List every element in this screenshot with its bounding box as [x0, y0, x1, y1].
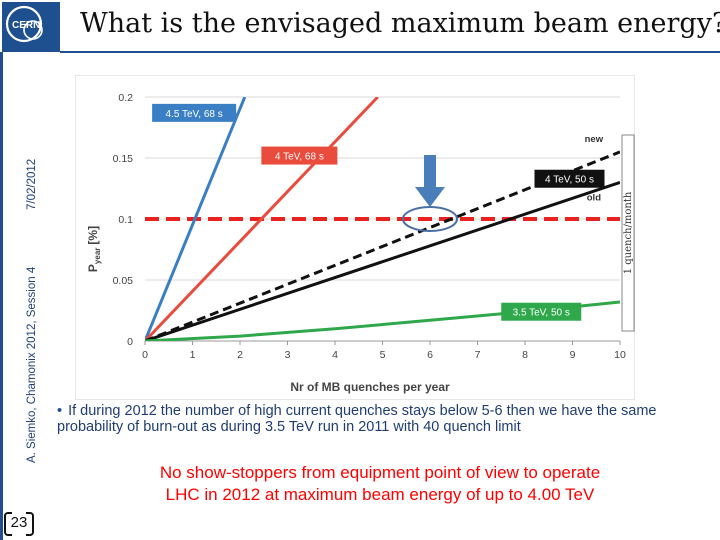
marker-ellipse: [402, 206, 458, 232]
x-tick-label: 10: [614, 349, 626, 361]
chart-frame: [74, 74, 636, 401]
chart-canvas: 0 0.05 0.1 0.15 0.2 0 1 2 3 4 5 6 7 8 9 10 4.5 TeV, 68 …: [74, 74, 636, 401]
svg-text:Pyear[%]: Pyear [%]: [86, 226, 102, 272]
series-label-text: 4 TeV, 50 s: [545, 175, 594, 186]
y-axis-label: Pyear [%]: [86, 226, 102, 272]
header-bar: CERN What is the envisaged maximum beam …: [0, 0, 720, 52]
x-axis-label: Nr of MB quenches per year: [290, 380, 450, 394]
marker-arrow-head: [415, 187, 445, 207]
x-tick-label: 0: [142, 349, 148, 361]
burnout-probability-chart: 0 0.05 0.1 0.15 0.2 0 1 2 3 4 5 6 7 8 9 10 4.5 TeV, 68 …: [74, 74, 636, 401]
conclusion-line-1: No show-stoppers from equipment point of…: [159, 463, 601, 482]
series-label-box: [534, 169, 605, 188]
y-axis-label-main: P: [86, 264, 100, 272]
series-label-box: [501, 302, 582, 321]
x-tick-label: 9: [570, 349, 576, 361]
x-tick-label: 7: [475, 349, 481, 361]
cern-logo: CERN: [2, 2, 60, 52]
page-number: 23: [4, 512, 34, 536]
y-tick-label: 0.1: [118, 214, 133, 226]
bullet-point: • If during 2012 the number of high curre…: [57, 403, 667, 435]
series-label-box: [152, 103, 237, 122]
x-tick-label: 5: [380, 349, 386, 361]
y-tick-label: 0: [127, 336, 133, 348]
reference-line-label: 1 quench/month: [623, 191, 634, 274]
reference-label-box: [621, 134, 635, 332]
series-label-text: 4 TeV, 68 s: [275, 152, 324, 163]
y-axis-label-unit: [%]: [86, 226, 100, 245]
y-axis-label-sub: year: [93, 248, 102, 264]
conclusion-line-2: LHC in 2012 at maximum beam energy of up…: [165, 485, 595, 504]
series-label-box: [261, 146, 338, 165]
chart-grid: 0 0.05 0.1 0.15 0.2 0 1 2 3 4 5 6 7 8 9 10: [113, 92, 626, 361]
x-tick-label: 1: [190, 349, 196, 361]
series-line: [145, 97, 247, 341]
conclusion-text: No show-stoppers from equipment point of…: [60, 462, 700, 506]
marker-arrow-shaft: [424, 155, 436, 187]
x-tick-label: 4: [332, 349, 338, 361]
svg-text:CERN: CERN: [12, 20, 40, 31]
series-line: [145, 180, 620, 341]
x-tick-label: 6: [427, 349, 433, 361]
series-annotation: new: [585, 134, 604, 145]
left-accent-bar: [0, 52, 3, 540]
y-tick-label: 0.05: [113, 275, 134, 287]
series-line: [145, 97, 379, 341]
series-annotation: old: [587, 193, 601, 204]
slide-title: What is the envisaged maximum beam energ…: [80, 8, 720, 39]
header-divider: [60, 51, 720, 53]
x-tick-label: 3: [285, 349, 291, 361]
y-tick-label: 0.2: [118, 92, 133, 104]
bullet-dot: •: [57, 403, 63, 419]
series-label-text: 3.5 TeV, 50 s: [513, 308, 570, 319]
y-tick-label: 0.15: [113, 153, 134, 165]
bullet-text: If during 2012 the number of high curren…: [57, 403, 657, 435]
x-tick-label: 2: [237, 349, 243, 361]
slide-author: A. Siemko, Chamonix 2012, Session 4: [26, 266, 38, 463]
slide-date: 7/02/2012: [26, 158, 38, 210]
series-label-text: 4.5 TeV, 68 s: [165, 109, 222, 120]
x-tick-label: 8: [522, 349, 528, 361]
chart-labels: 4.5 TeV, 68 s 4 TeV, 68 s 4 TeV, 50 s 3.5 T…: [152, 103, 635, 332]
